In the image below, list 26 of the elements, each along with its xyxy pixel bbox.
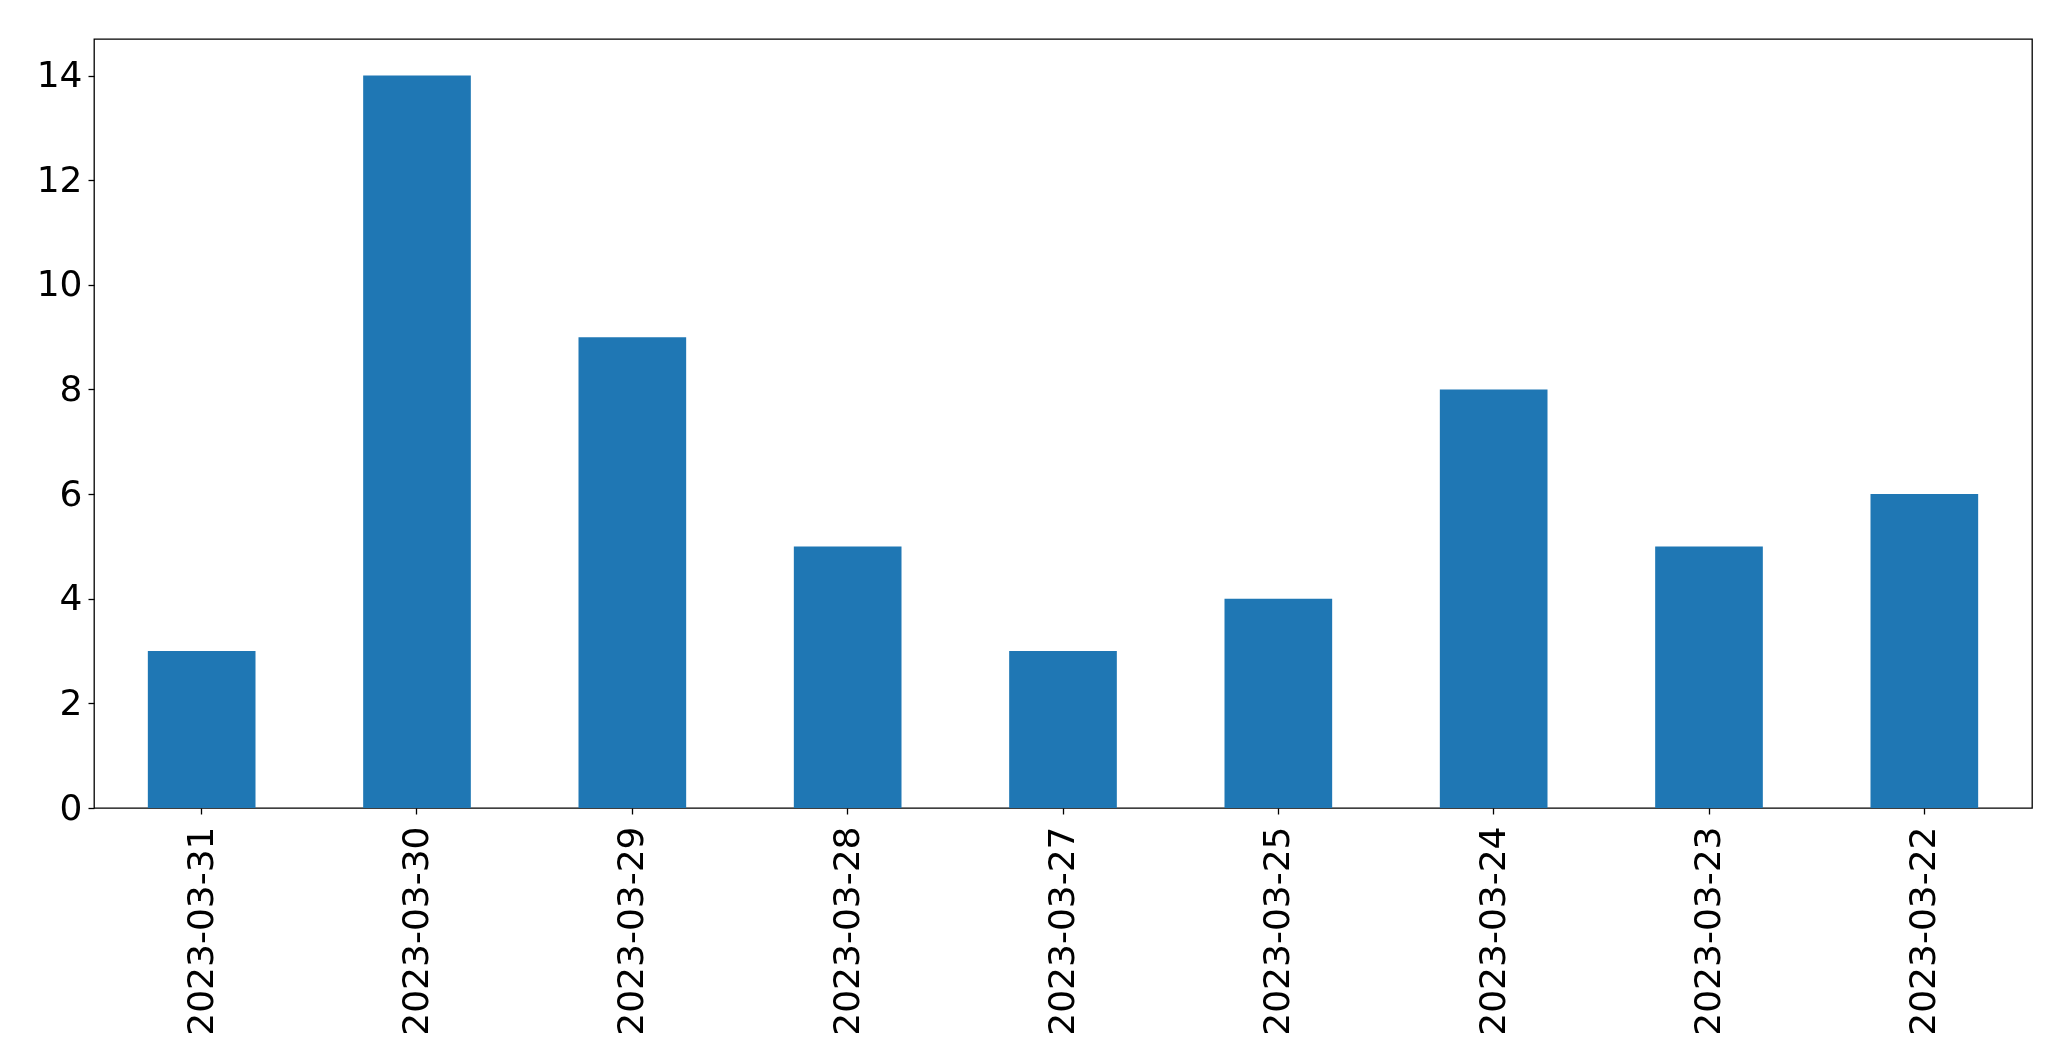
bar	[578, 337, 687, 808]
x-tick-label: 2023-03-27	[1041, 826, 1082, 1036]
x-tick-label: 2023-03-29	[610, 826, 652, 1036]
y-tick-label: 14	[36, 54, 83, 96]
bar	[147, 651, 256, 808]
bar	[1439, 389, 1548, 808]
x-tick-label: 2023-03-28	[825, 826, 867, 1036]
x-tick-label: 2023-03-22	[1902, 826, 1944, 1036]
y-tick-label: 0	[59, 786, 83, 828]
x-tick-label: 2023-03-24	[1471, 826, 1513, 1036]
x-tick-label: 2023-03-30	[395, 826, 436, 1036]
bar	[1655, 546, 1763, 808]
bar	[1870, 494, 1979, 808]
bar	[1009, 651, 1117, 808]
y-tick-label: 2	[59, 681, 83, 723]
bar	[793, 546, 902, 808]
x-tick-label: 2023-03-23	[1687, 826, 1728, 1036]
y-tick-label: 8	[59, 368, 83, 409]
y-tick-label: 10	[36, 263, 83, 305]
y-tick-label: 12	[36, 158, 83, 200]
y-tick-label: 6	[59, 472, 83, 514]
x-tick-label: 2023-03-25	[1256, 826, 1298, 1036]
y-tick-label: 4	[59, 577, 83, 619]
bar	[1224, 598, 1333, 808]
x-tick-label: 2023-03-31	[179, 826, 221, 1036]
bar	[363, 75, 471, 808]
